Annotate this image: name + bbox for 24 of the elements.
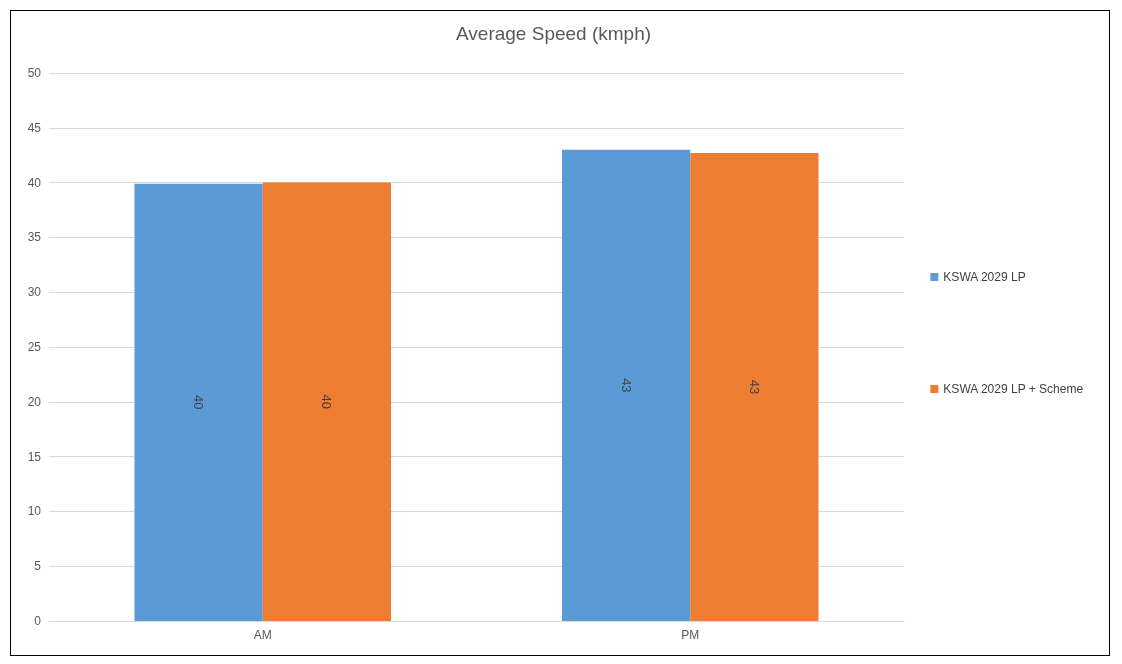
x-tick-label: AM: [253, 628, 272, 642]
data-label: 40: [191, 395, 207, 410]
legend-label: KSWA 2029 LP: [943, 270, 1026, 284]
y-tick-label: 25: [27, 340, 42, 354]
y-tick-label: 50: [27, 66, 42, 80]
bar: [262, 182, 391, 621]
y-tick-label: 20: [27, 394, 42, 409]
legend-label: KSWA 2029 LP + Scheme: [943, 382, 1084, 396]
y-tick-label: 0: [34, 614, 42, 628]
chart-title: Average Speed (kmph): [456, 23, 652, 44]
y-tick-label: 5: [34, 559, 42, 574]
data-label: 43: [746, 379, 762, 395]
data-label: 43: [618, 378, 634, 393]
y-tick-label: 40: [27, 175, 42, 190]
bar: [562, 149, 691, 621]
data-label: 40: [319, 394, 335, 410]
bar: [134, 183, 263, 621]
y-tick-label: 15: [27, 449, 42, 464]
y-tick-label: 10: [27, 504, 42, 519]
bar: [690, 153, 819, 621]
y-tick-label: 35: [27, 230, 42, 245]
y-tick-label: 30: [27, 285, 42, 300]
y-tick-label: 45: [27, 120, 42, 135]
x-tick-label: PM: [681, 628, 700, 642]
